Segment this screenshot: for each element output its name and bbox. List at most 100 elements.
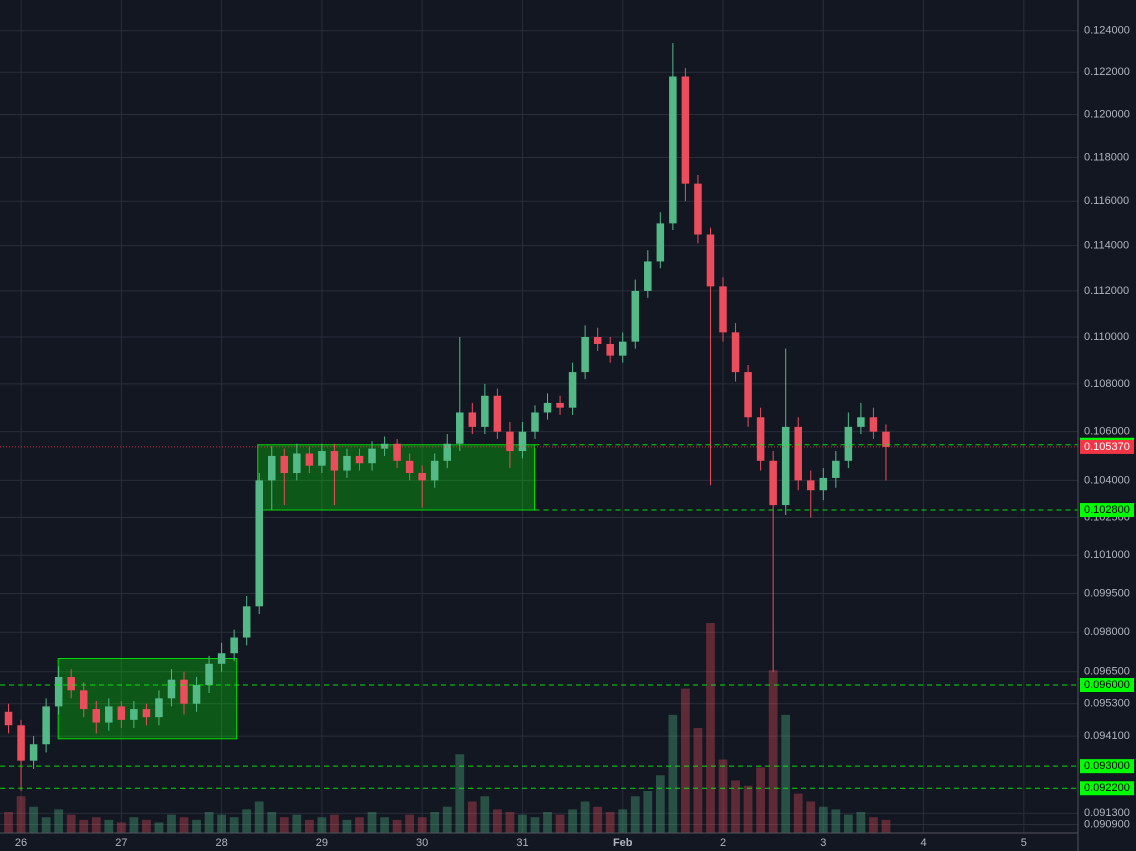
volume-bar bbox=[167, 814, 176, 833]
volume-bar bbox=[480, 796, 490, 833]
volume-bar bbox=[29, 806, 38, 833]
candle-body bbox=[844, 426, 853, 461]
volume-bar bbox=[279, 817, 289, 833]
price-label: 0.093000 bbox=[1084, 760, 1130, 772]
candle-body bbox=[832, 460, 840, 478]
candle-body bbox=[130, 709, 138, 720]
candle-body bbox=[405, 460, 414, 474]
candle-body bbox=[355, 455, 364, 464]
candle-body bbox=[167, 679, 176, 699]
volume-bar bbox=[781, 714, 791, 833]
y-tick-label: 0.124000 bbox=[1084, 25, 1130, 37]
candle-body bbox=[54, 677, 63, 707]
candle-body bbox=[368, 448, 376, 464]
volume-bar bbox=[342, 819, 352, 833]
volume-bar bbox=[142, 819, 151, 833]
candle-body bbox=[418, 473, 426, 481]
y-tick-label: 0.090900 bbox=[1084, 818, 1130, 830]
candle-body bbox=[593, 336, 602, 344]
volume-bar bbox=[154, 822, 164, 833]
candle-body bbox=[556, 402, 564, 408]
candle-body bbox=[468, 412, 477, 427]
volume-bar bbox=[91, 817, 101, 833]
volume-bar bbox=[430, 812, 440, 833]
volume-bar bbox=[869, 817, 878, 833]
candle-body bbox=[882, 431, 890, 447]
volume-bar bbox=[417, 817, 427, 833]
price-label: 0.092200 bbox=[1084, 782, 1130, 794]
candle-body bbox=[656, 223, 665, 262]
candle-body bbox=[819, 477, 828, 491]
candle-body bbox=[531, 412, 539, 432]
volume-bar bbox=[818, 806, 828, 833]
candle-body bbox=[493, 395, 502, 432]
y-tick-label: 0.108000 bbox=[1084, 378, 1130, 390]
volume-bar bbox=[380, 817, 389, 833]
volume-bar bbox=[355, 817, 364, 833]
y-tick-label: 0.098000 bbox=[1084, 626, 1130, 638]
volume-bar bbox=[204, 812, 214, 833]
candle-body bbox=[393, 443, 401, 461]
volume-bar bbox=[54, 809, 64, 833]
candle-body bbox=[631, 290, 640, 342]
x-tick-label: 28 bbox=[215, 837, 227, 849]
volume-bar bbox=[618, 809, 628, 833]
candle-body bbox=[205, 663, 213, 686]
price-label: 0.105370 bbox=[1084, 441, 1130, 453]
y-tick-label: 0.099500 bbox=[1084, 587, 1130, 599]
volume-bar bbox=[518, 814, 527, 833]
price-label-bg bbox=[1080, 781, 1134, 796]
candle-body bbox=[543, 402, 552, 413]
price-lines bbox=[0, 444, 1078, 789]
candle-body bbox=[456, 412, 464, 444]
volume-bar bbox=[392, 819, 402, 833]
x-tick-label: 5 bbox=[1021, 837, 1027, 849]
candle-body bbox=[305, 453, 314, 466]
candle-body bbox=[731, 332, 740, 373]
y-tick-label: 0.096500 bbox=[1084, 666, 1130, 678]
volume-bar bbox=[505, 812, 515, 833]
x-tick-label: 26 bbox=[15, 837, 27, 849]
y-tick-label: 0.106000 bbox=[1084, 426, 1130, 438]
volume-bar bbox=[605, 812, 615, 833]
candle-body bbox=[105, 706, 113, 723]
volume-bar bbox=[593, 806, 603, 833]
candle-body bbox=[155, 698, 163, 718]
y-tick-label: 0.104000 bbox=[1084, 474, 1130, 486]
volume-bar bbox=[655, 775, 665, 833]
volume-pane bbox=[4, 623, 891, 833]
volume-bar bbox=[467, 801, 477, 833]
candle-body bbox=[280, 455, 289, 474]
y-tick-label: 0.094100 bbox=[1084, 730, 1130, 742]
volume-bar bbox=[66, 814, 76, 833]
candle-body bbox=[581, 336, 589, 373]
candles bbox=[4, 43, 890, 792]
price-label: 0.096000 bbox=[1084, 679, 1130, 691]
volume-bar bbox=[806, 801, 816, 833]
volume-bar bbox=[405, 814, 415, 833]
candle-body bbox=[42, 706, 50, 745]
volume-bar bbox=[756, 767, 766, 833]
volume-bar bbox=[242, 809, 252, 833]
x-tick-label: 3 bbox=[820, 837, 826, 849]
y-tick-label: 0.118000 bbox=[1084, 151, 1129, 163]
candle-body bbox=[430, 460, 439, 481]
candle-body bbox=[117, 706, 126, 720]
x-tick-label: 2 bbox=[720, 837, 726, 849]
candle-body bbox=[806, 480, 815, 491]
candle-body bbox=[769, 460, 777, 506]
candle-body bbox=[29, 744, 38, 761]
y-tick-label: 0.120000 bbox=[1084, 108, 1130, 120]
volume-bar bbox=[668, 714, 678, 833]
candle-body bbox=[17, 725, 25, 761]
volume-bar bbox=[442, 806, 452, 833]
price-label: 0.102800 bbox=[1084, 504, 1130, 516]
volume-bar bbox=[881, 819, 891, 833]
price-label-bg bbox=[1080, 759, 1134, 774]
volume-bar bbox=[630, 796, 640, 833]
candle-body bbox=[142, 709, 151, 718]
candle-body bbox=[506, 431, 514, 452]
candle-body bbox=[443, 443, 452, 461]
